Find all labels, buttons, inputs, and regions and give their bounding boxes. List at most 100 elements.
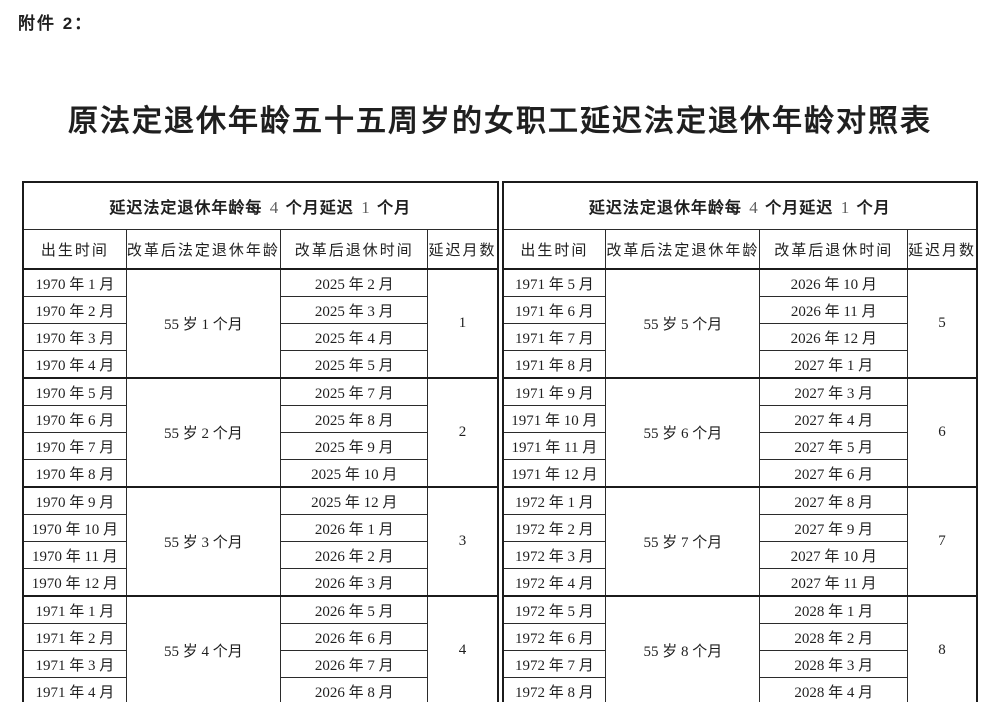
table-row: 1970 年 2 月 2025 年 3 月 [22,296,498,324]
retirement-group: 1970 年 5 月 55 岁 2 个月 2025 年 7 月 2 1970 年 6 月… [22,377,498,488]
birth-month-cell: 1971 年 5 月 [501,268,607,297]
new-retirement-age-cell: 55 岁 8 个月 [605,595,761,702]
delay-months-cell: 2 [427,377,498,488]
retirement-month-cell: 2026 年 3 月 [279,568,429,597]
interval-months-value: 4 [269,198,279,217]
birth-month-cell: 1971 年 4 月 [22,677,127,702]
column-header-delay-months: 延迟月数 [427,229,498,270]
birth-month-cell: 1972 年 5 月 [501,595,607,624]
column-header-birth: 出生时间 [22,229,127,270]
birth-month-cell: 1972 年 7 月 [501,650,607,678]
table-row: 1970 年 8 月 2025 年 10 月 [22,459,498,488]
retirement-month-cell: 2026 年 11 月 [759,296,908,324]
table-row: 1971 年 3 月 2026 年 7 月 [22,650,498,678]
retirement-month-cell: 2028 年 3 月 [759,650,908,678]
table-row: 1970 年 4 月 2025 年 5 月 [22,350,498,379]
table-row: 1971 年 11 月 2027 年 5 月 [501,432,978,460]
retirement-month-cell: 2025 年 9 月 [279,432,429,460]
birth-month-cell: 1970 年 3 月 [22,323,127,351]
table-row: 1971 年 6 月 2026 年 11 月 [501,296,978,324]
table-row: 1970 年 10 月 2026 年 1 月 [22,514,498,542]
retirement-group: 1970 年 9 月 55 岁 3 个月 2025 年 12 月 3 1970 年 10… [22,486,498,597]
interval-months-value: 4 [749,198,758,217]
left-table-head: 延迟法定退休年龄每 4 个月延迟 1 个月 出生时间 改革后法定退休年龄 改革后… [22,181,498,270]
birth-month-cell: 1972 年 4 月 [501,568,607,597]
retirement-group: 1971 年 5 月 55 岁 5 个月 2026 年 10 月 5 1971 年 6 … [501,268,978,379]
new-retirement-age-cell: 55 岁 3 个月 [125,486,281,597]
table-row: 1972 年 6 月 2028 年 2 月 [501,623,978,651]
column-header-birth: 出生时间 [501,229,607,270]
section-header-text: 个月延迟 [280,200,360,217]
table-row: 1970 年 6 月 2025 年 8 月 [22,405,498,433]
retirement-month-cell: 2027 年 1 月 [759,350,908,379]
table-row: 1972 年 7 月 2028 年 3 月 [501,650,978,678]
section-header-text: 延迟法定退休年龄每 [109,200,268,217]
retirement-month-cell: 2026 年 1 月 [279,514,429,542]
table-row: 1970 年 7 月 2025 年 9 月 [22,432,498,460]
section-header-text: 个月 [371,200,412,217]
delay-months-value: 1 [840,198,850,217]
delay-months-cell: 1 [427,268,498,379]
retirement-month-cell: 2027 年 5 月 [759,432,908,460]
retirement-month-cell: 2027 年 8 月 [759,486,908,515]
new-retirement-age-cell: 55 岁 7 个月 [605,486,761,597]
table-row: 1970 年 11 月 2026 年 2 月 [22,541,498,569]
column-header-row: 出生时间 改革后法定退休年龄 改革后退休时间 延迟月数 [501,229,978,270]
section-header-text: 个月 [851,200,891,217]
birth-month-cell: 1971 年 12 月 [501,459,607,488]
column-header-new-age: 改革后法定退休年龄 [125,229,281,270]
birth-month-cell: 1970 年 7 月 [22,432,127,460]
birth-month-cell: 1970 年 4 月 [22,350,127,379]
table-row: 1971 年 2 月 2026 年 6 月 [22,623,498,651]
retirement-month-cell: 2026 年 12 月 [759,323,908,351]
section-header: 延迟法定退休年龄每 4 个月延迟 1 个月 [502,181,978,230]
page-title: 原法定退休年龄五十五周岁的女职工延迟法定退休年龄对照表 [68,105,932,138]
column-header-delay-months: 延迟月数 [906,229,978,270]
retirement-month-cell: 2025 年 7 月 [279,377,429,406]
birth-month-cell: 1970 年 12 月 [22,568,127,597]
retirement-month-cell: 2028 年 4 月 [759,677,908,702]
birth-month-cell: 1971 年 11 月 [501,432,607,460]
birth-month-cell: 1970 年 2 月 [22,296,127,324]
table-row: 1972 年 3 月 2027 年 10 月 [501,541,978,569]
delay-months-cell: 6 [906,377,978,488]
table-row: 1972 年 4 月 2027 年 11 月 [501,568,978,597]
new-retirement-age-cell: 55 岁 5 个月 [605,268,761,379]
birth-month-cell: 1970 年 5 月 [22,377,127,406]
birth-month-cell: 1971 年 6 月 [501,296,607,324]
retirement-month-cell: 2027 年 3 月 [759,377,908,406]
section-header-row: 延迟法定退休年龄每 4 个月延迟 1 个月 [22,181,498,230]
birth-month-cell: 1970 年 6 月 [22,405,127,433]
retirement-group: 1970 年 1 月 55 岁 1 个月 2025 年 2 月 1 1970 年 2 月… [22,268,498,379]
retirement-group: 1972 年 1 月 55 岁 7 个月 2027 年 8 月 7 1972 年 2 月… [501,486,978,597]
birth-month-cell: 1971 年 8 月 [501,350,607,379]
column-header-new-retire-time: 改革后退休时间 [759,229,908,270]
retirement-month-cell: 2026 年 5 月 [279,595,429,624]
delay-months-cell: 5 [906,268,978,379]
delay-months-cell: 8 [906,595,978,702]
new-retirement-age-cell: 55 岁 2 个月 [125,377,281,488]
birth-month-cell: 1970 年 8 月 [22,459,127,488]
right-table: 延迟法定退休年龄每 4 个月延迟 1 个月 出生时间 改革后法定退休年龄 改革后… [501,181,978,702]
retirement-month-cell: 2025 年 4 月 [279,323,429,351]
birth-month-cell: 1971 年 10 月 [501,405,607,433]
retirement-month-cell: 2028 年 2 月 [759,623,908,651]
retirement-month-cell: 2026 年 7 月 [279,650,429,678]
table-row: 1972 年 8 月 2028 年 4 月 [501,677,978,702]
retirement-month-cell: 2025 年 5 月 [279,350,429,379]
table-row: 1970 年 3 月 2025 年 4 月 [22,323,498,351]
birth-month-cell: 1970 年 1 月 [22,268,127,297]
table-row: 1972 年 2 月 2027 年 9 月 [501,514,978,542]
birth-month-cell: 1971 年 3 月 [22,650,127,678]
retirement-group: 1972 年 5 月 55 岁 8 个月 2028 年 1 月 8 1972 年 6 月… [501,595,978,702]
birth-month-cell: 1972 年 1 月 [501,486,607,515]
birth-month-cell: 1970 年 10 月 [22,514,127,542]
retirement-month-cell: 2025 年 2 月 [279,268,429,297]
birth-month-cell: 1972 年 3 月 [501,541,607,569]
